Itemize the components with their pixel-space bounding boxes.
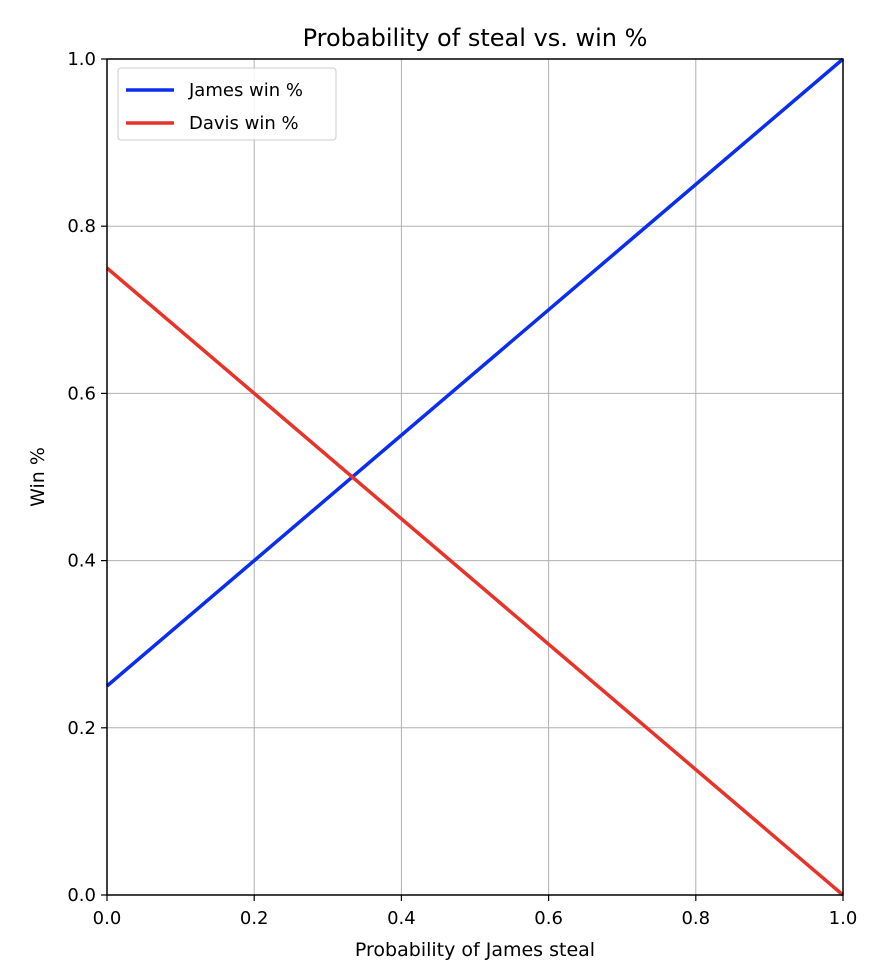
y-tick-label: 1.0 (67, 49, 96, 70)
y-tick-label: 0.6 (67, 383, 96, 404)
x-tick-label: 0.2 (240, 908, 269, 929)
legend: James win % Davis win % (117, 67, 337, 141)
y-axis-label: Win % (27, 447, 49, 507)
y-tick-label: 0.2 (67, 718, 96, 739)
chart-title: Probability of steal vs. win % (303, 24, 648, 52)
legend-label-1: Davis win % (189, 113, 299, 134)
legend-label-0: James win % (188, 80, 303, 101)
x-tick-label: 1.0 (829, 908, 858, 929)
series-line-0 (105, 57, 845, 688)
x-axis: 0.0 0.2 0.4 0.6 0.8 1.0 (93, 895, 858, 929)
series-layer (105, 57, 845, 897)
x-tick-label: 0.4 (387, 908, 416, 929)
x-tick-label: 0.0 (93, 908, 122, 929)
grid (106, 58, 844, 896)
x-tick-label: 0.6 (534, 908, 563, 929)
y-tick-label: 0.0 (67, 885, 96, 906)
x-axis-label: Probability of James steal (355, 939, 595, 961)
y-tick-label: 0.8 (67, 216, 96, 237)
series-line-1 (105, 266, 845, 897)
x-tick-label: 0.8 (681, 908, 710, 929)
plot-frame (106, 58, 844, 896)
y-tick-label: 0.4 (67, 551, 96, 572)
y-axis: 0.0 0.2 0.4 0.6 0.8 1.0 (67, 49, 107, 906)
